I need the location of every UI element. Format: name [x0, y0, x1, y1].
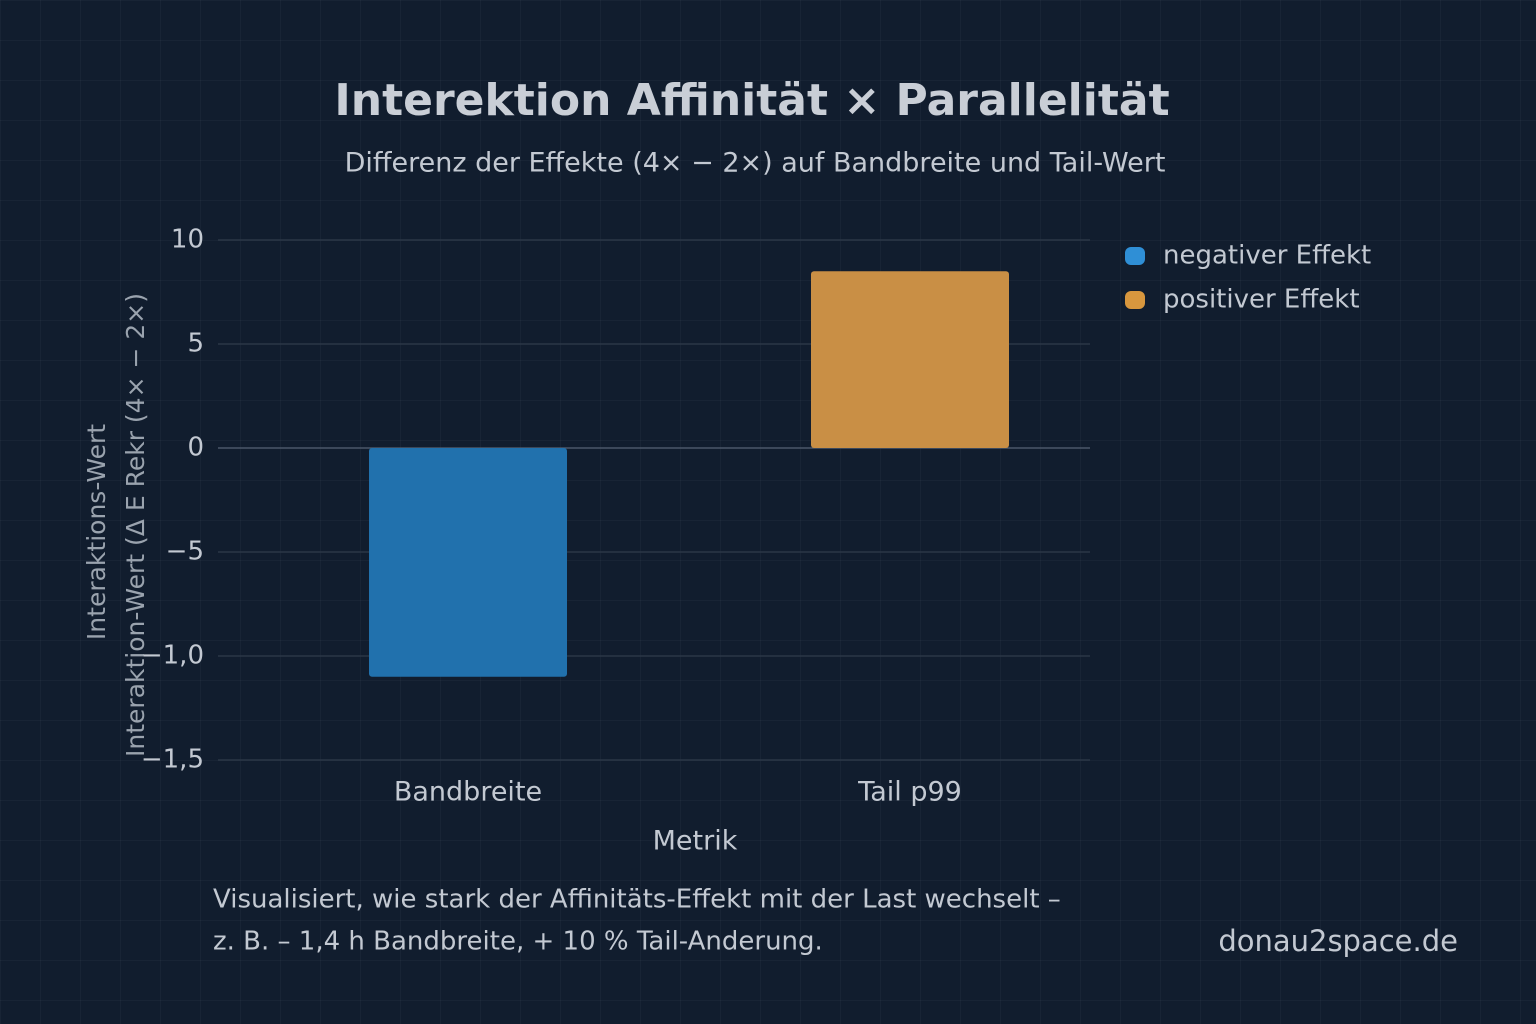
x-axis-label: Metrik — [653, 826, 738, 857]
x-tick-label: Bandbreite — [394, 777, 542, 808]
chart-title: Interektion Affinität × Parallelität — [334, 75, 1169, 126]
footnote: z. B. – 1,4 h Bandbreite, + 10 % Tail-An… — [213, 927, 823, 957]
watermark: donau2space.de — [1218, 924, 1458, 958]
y-tick-label: −1,0 — [141, 641, 204, 671]
footnote: Visualisiert, wie stark der Affinitäts-E… — [213, 885, 1061, 915]
chart-subtitle: Differenz der Effekte (4× − 2×) auf Band… — [345, 148, 1166, 179]
legend-label: positiver Effekt — [1163, 285, 1360, 315]
y-axis-label: Interaktions-Wert — [82, 424, 111, 640]
y-tick-label: 0 — [187, 433, 204, 463]
y-tick-label: −1,5 — [141, 745, 204, 775]
legend-label: negativer Effekt — [1163, 241, 1371, 271]
y-axis-label: Interaktion-Wert (Δ E Rekr (4× − 2×) — [121, 293, 150, 757]
bar — [369, 448, 567, 677]
y-tick-label: 10 — [171, 225, 204, 255]
legend-swatch — [1125, 247, 1145, 265]
legend-swatch — [1125, 291, 1145, 309]
x-tick-label: Tail p99 — [857, 777, 962, 808]
y-tick-label: 5 — [187, 329, 204, 359]
y-tick-label: −5 — [166, 537, 204, 567]
bar — [811, 271, 1009, 448]
